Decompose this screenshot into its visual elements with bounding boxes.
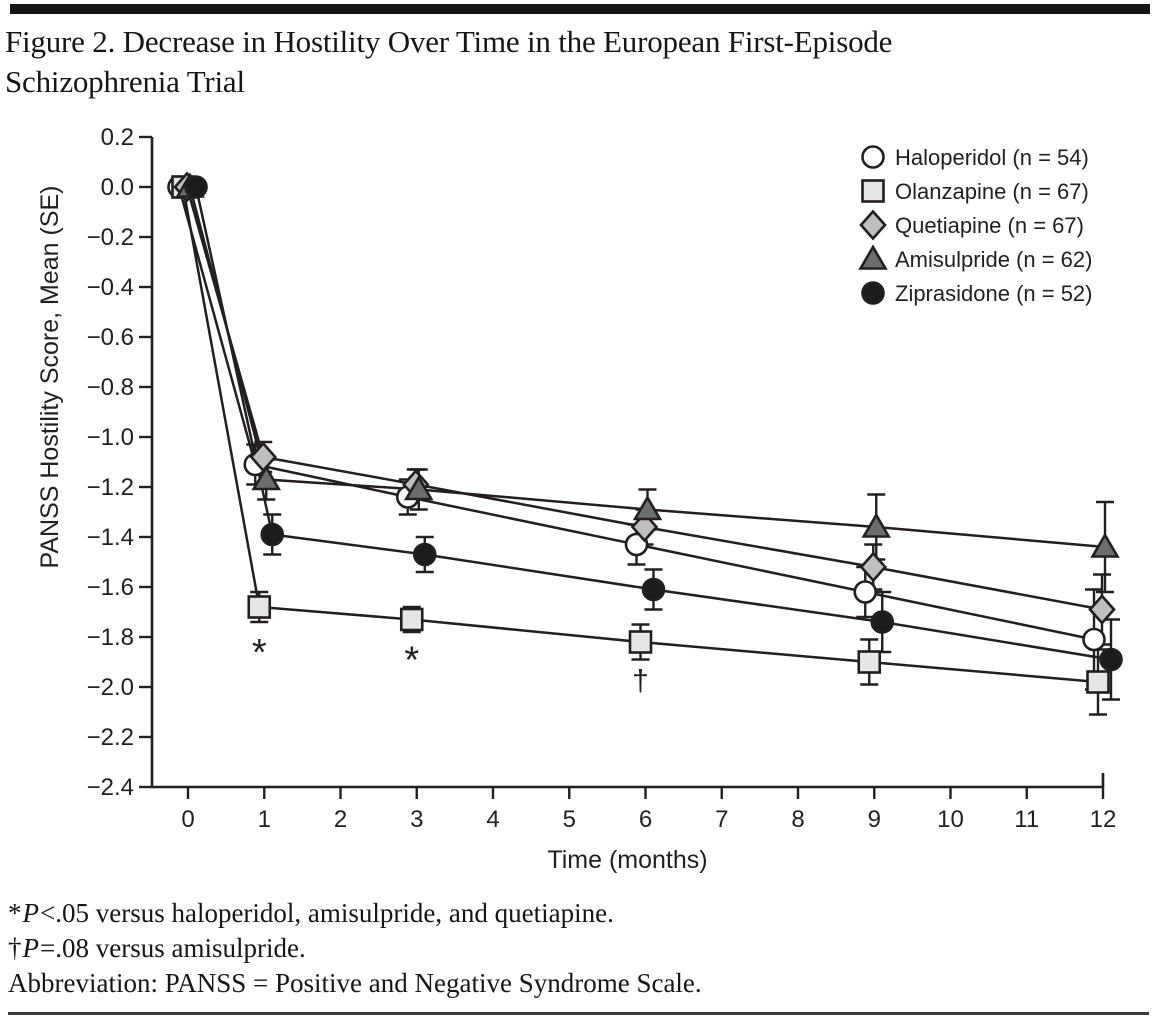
x-tick-label: 11: [1014, 806, 1039, 833]
marker-triangle: [1090, 532, 1120, 558]
marker-triangle: [632, 494, 663, 521]
bottom-rule: [8, 1012, 1149, 1015]
legend-item: Olanzapine (n = 67): [861, 179, 1089, 204]
y-tick-label: −2.0: [87, 674, 134, 701]
y-tick-label: 0.0: [101, 174, 134, 201]
y-tick-label: −2.4: [87, 774, 134, 801]
y-tick-label: −2.2: [87, 724, 134, 751]
y-tick-label: −0.8: [87, 374, 134, 401]
x-tick-label: 7: [715, 806, 728, 833]
legend-item: Haloperidol (n = 54): [861, 145, 1089, 170]
x-tick-label: 3: [410, 806, 423, 833]
legend-marker-circle-open: [861, 145, 885, 169]
y-tick-label: 0.2: [101, 124, 134, 151]
y-tick-label: −0.6: [87, 324, 134, 351]
legend-item: Quetiapine (n = 67): [859, 209, 1084, 241]
legend-marker-triangle: [858, 244, 888, 270]
footnote-1-p: P: [22, 898, 40, 928]
y-tick-label: −1.2: [87, 474, 134, 501]
marker-circle-open: [1082, 627, 1106, 652]
footnote-2-p: P: [22, 933, 40, 963]
legend-label: Quetiapine (n = 67): [895, 213, 1084, 238]
x-tick-label: 8: [791, 806, 804, 833]
marker-circle-filled: [641, 577, 666, 602]
y-tick-label: −1.0: [87, 424, 134, 451]
marker-circle-filled: [184, 175, 208, 199]
x-tick-label: 6: [639, 806, 652, 833]
marker-triangle: [403, 474, 434, 501]
series-line: [188, 186, 1106, 549]
y-axis-title: PANSS Hostility Score, Mean (SE): [36, 186, 64, 569]
legend-item: Amisulpride (n = 62): [858, 244, 1092, 272]
x-tick-label: 5: [563, 806, 576, 833]
annotation-asterisk: *: [404, 640, 419, 682]
chart-area: 0.2 0.0 −0.2 −0.4 −0.6 −0.8 −1.0 −1.2 −1.4 −1.6 −1…: [0, 115, 1157, 875]
x-axis: [152, 773, 1105, 789]
x-axis-title: Time (months): [547, 846, 707, 874]
marker-diamond: [859, 551, 887, 583]
legend-marker-square: [861, 179, 885, 203]
series-line: [185, 186, 1103, 611]
x-tick-label: 4: [486, 806, 499, 833]
figure-title-line-1: Figure 2. Decrease in Hostility Over Tim…: [5, 24, 893, 59]
y-tick-label: −1.6: [87, 574, 134, 601]
legend-label: Amisulpride (n = 62): [895, 247, 1092, 272]
line-chart: 0.2 0.0 −0.2 −0.4 −0.6 −0.8 −1.0 −1.2 −1.4 −1.6 −1…: [36, 124, 1123, 874]
footnote-1-symbol: *: [8, 898, 22, 928]
y-tick-label: −0.4: [87, 274, 134, 301]
series-line: [177, 186, 1095, 641]
marker-circle-filled: [412, 542, 437, 567]
footnote-3-text: Abbreviation: PANSS = Positive and Negat…: [8, 968, 702, 998]
x-tick-label: 2: [334, 806, 347, 833]
legend-marker-diamond: [859, 209, 887, 241]
y-tick-label: −1.4: [87, 524, 134, 551]
marker-circle-filled: [260, 522, 285, 547]
annotation-asterisk: *: [252, 632, 267, 674]
x-tick-label: 12: [1090, 806, 1117, 833]
footnote-2: †P=.08 versus amisulpride.: [8, 931, 1148, 966]
x-tick-label: 1: [258, 806, 271, 833]
figure-title-line-2: Schizophrenia Trial: [5, 64, 245, 99]
marker-circle-filled: [870, 610, 895, 634]
marker-square: [628, 630, 653, 654]
marker-triangle: [861, 512, 892, 538]
legend-label: Ziprasidone (n = 52): [895, 281, 1093, 306]
annotation-dagger: †: [632, 665, 649, 698]
x-tick-label: 10: [937, 806, 964, 833]
series-line: [181, 186, 1099, 684]
legend-marker-circle-filled: [861, 281, 885, 305]
marker-diamond: [1088, 594, 1116, 625]
y-tick-label: −0.2: [87, 224, 134, 251]
marker-circle-open: [853, 580, 878, 604]
footnote-2-symbol: †: [8, 933, 22, 963]
y-tick-label: −1.8: [87, 624, 134, 651]
marker-square: [247, 595, 272, 619]
marker-square: [399, 607, 424, 632]
top-rule: [10, 4, 1150, 14]
footnote-1: *P<.05 versus haloperidol, amisulpride, …: [8, 896, 1148, 931]
marker-square: [1086, 670, 1110, 694]
figure-title: Figure 2. Decrease in Hostility Over Tim…: [5, 22, 1155, 102]
legend-label: Olanzapine (n = 67): [895, 179, 1089, 204]
marker-circle-filled: [1099, 647, 1123, 672]
footnote-1-text: <.05 versus haloperidol, amisulpride, an…: [40, 898, 614, 928]
x-tick-label: 9: [868, 806, 881, 833]
legend-item: Ziprasidone (n = 52): [861, 281, 1093, 306]
marker-square: [857, 650, 882, 674]
legend-label: Haloperidol (n = 54): [895, 145, 1089, 170]
footnotes: *P<.05 versus haloperidol, amisulpride, …: [8, 896, 1148, 1001]
x-tick-label: 0: [181, 806, 194, 833]
footnote-3: Abbreviation: PANSS = Positive and Negat…: [8, 966, 1148, 1001]
marker-triangle: [251, 464, 282, 491]
footnote-2-text: =.08 versus amisulpride.: [40, 933, 306, 963]
